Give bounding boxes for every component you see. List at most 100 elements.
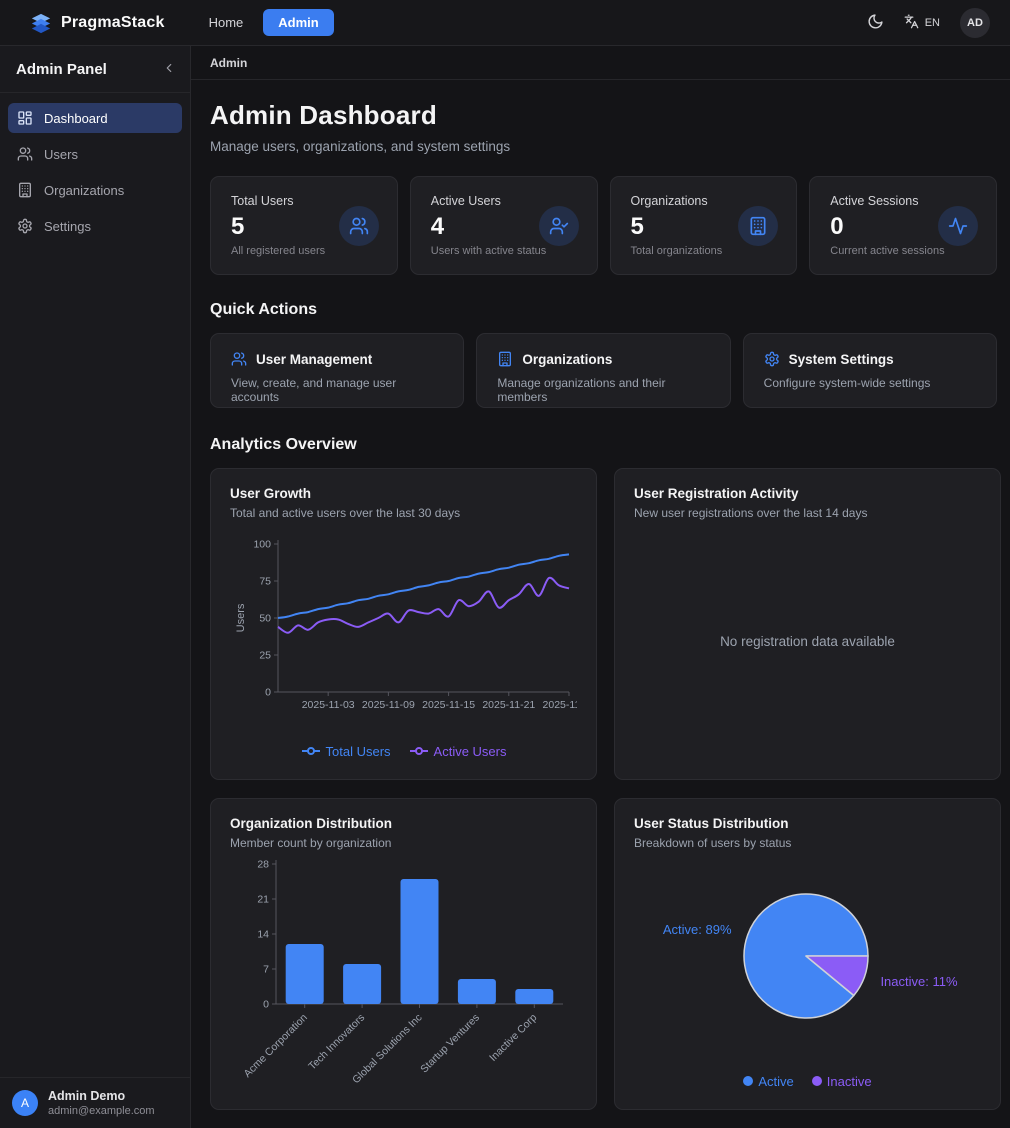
- nav-home-link[interactable]: Home: [208, 15, 244, 30]
- sidebar-nav: Dashboard Users Organizations Settings: [0, 93, 190, 251]
- breadcrumb[interactable]: Admin: [210, 55, 248, 70]
- svg-text:0: 0: [265, 687, 271, 699]
- panel-subtitle: New user registrations over the last 14 …: [634, 506, 868, 520]
- stat-value: 5: [630, 213, 644, 240]
- user-growth-chart: 0 25 50 75 100 Users 2025-11-03 2025-11-09 2025-…: [230, 520, 577, 740]
- stat-label: Total Users: [231, 194, 294, 208]
- language-code: EN: [924, 16, 940, 29]
- panel-subtitle: Member count by organization: [230, 836, 392, 850]
- stat-card-active-sessions: Active Sessions 0 Current active sessions: [809, 176, 997, 275]
- stat-description: All registered users: [231, 245, 326, 257]
- user-status-pie-chart: Active: 89% Inactive: 11%: [634, 850, 981, 1070]
- building-icon: [17, 182, 33, 198]
- sidebar-item-dashboard[interactable]: Dashboard: [8, 103, 182, 133]
- registration-activity-panel: User Registration Activity New user regi…: [614, 468, 1001, 780]
- page-title: Admin Dashboard: [210, 100, 437, 130]
- user-status-legend: Active Inactive: [634, 1070, 981, 1092]
- action-title: System Settings: [788, 351, 894, 367]
- primary-nav: Home Admin: [199, 9, 334, 36]
- svg-text:2025-11-21: 2025-11-21: [482, 699, 535, 711]
- sidebar-collapse-button[interactable]: [162, 61, 176, 78]
- user-name: Admin Demo: [48, 1089, 126, 1103]
- users-icon: [17, 146, 33, 162]
- layout-dashboard-icon: [17, 110, 33, 126]
- navbar-actions: EN AD: [867, 7, 990, 38]
- sidebar-item-label: Settings: [44, 218, 91, 234]
- sidebar-header: Admin Panel: [0, 46, 190, 93]
- stat-description: Total organizations: [630, 245, 723, 257]
- stat-value: 0: [830, 213, 844, 240]
- quick-action-user-management[interactable]: User Management View, create, and manage …: [210, 333, 465, 408]
- svg-text:Active: 89%: Active: 89%: [663, 922, 732, 937]
- stat-card-total-users: Total Users 5 All registered users: [210, 176, 398, 275]
- svg-text:Users: Users: [235, 603, 247, 632]
- svg-text:Inactive Corp: Inactive Corp: [487, 1012, 539, 1064]
- svg-text:2025-11-03: 2025-11-03: [302, 699, 355, 711]
- stat-label: Active Users: [430, 194, 501, 208]
- nav-admin-link[interactable]: Admin: [263, 9, 334, 36]
- legend-item-active-users: Active Users: [409, 744, 507, 759]
- chevron-left-icon: [162, 61, 176, 78]
- page-content: Admin Dashboard Manage users, organizati…: [191, 80, 1010, 1128]
- svg-text:2025-11-15: 2025-11-15: [422, 699, 475, 711]
- moon-icon: [867, 13, 884, 33]
- theme-toggle-button[interactable]: [867, 13, 884, 33]
- sidebar-user[interactable]: A Admin Demo admin@example.com: [0, 1077, 190, 1128]
- stat-description: Users with active status: [430, 245, 547, 257]
- svg-text:Acme Corporation: Acme Corporation: [241, 1012, 309, 1080]
- panel-title: User Registration Activity: [634, 486, 799, 501]
- svg-text:7: 7: [263, 964, 269, 976]
- brand[interactable]: PragmaStack: [30, 12, 165, 34]
- stat-label: Active Sessions: [830, 194, 919, 208]
- user-avatar-small: A: [12, 1090, 38, 1116]
- users-icon: [338, 205, 379, 246]
- svg-text:75: 75: [259, 576, 271, 588]
- action-description: Manage organizations and their members: [497, 376, 666, 404]
- user-avatar[interactable]: AD: [960, 7, 990, 38]
- layers-logo-icon: [30, 12, 52, 34]
- user-status-panel: User Status Distribution Breakdown of us…: [614, 798, 1001, 1110]
- brand-name: PragmaStack: [61, 13, 165, 31]
- stat-card-organizations: Organizations 5 Total organizations: [609, 176, 798, 275]
- top-navbar: PragmaStack Home Admin EN AD: [0, 0, 1010, 46]
- stats-grid: Total Users 5 All registered users Active U…: [210, 176, 997, 275]
- svg-text:21: 21: [257, 894, 269, 906]
- languages-icon: [904, 14, 919, 32]
- quick-actions-heading: Quick Actions: [210, 301, 317, 318]
- svg-text:100: 100: [253, 539, 271, 551]
- main-area: Admin Admin Dashboard Manage users, orga…: [191, 46, 1010, 1128]
- building-icon: [738, 205, 779, 246]
- sidebar-item-settings[interactable]: Settings: [8, 211, 182, 241]
- quick-action-system-settings[interactable]: System Settings Configure system-wide set…: [742, 333, 997, 408]
- users-icon: [231, 351, 247, 367]
- user-growth-panel: User Growth Total and active users over …: [210, 468, 597, 780]
- action-title: Organizations: [522, 351, 613, 367]
- stat-card-active-users: Active Users 4 Users with active status: [409, 176, 598, 275]
- sidebar-item-label: Organizations: [44, 182, 125, 198]
- panel-title: User Growth: [230, 486, 312, 501]
- action-title: User Management: [256, 351, 373, 367]
- svg-text:0: 0: [263, 999, 269, 1011]
- settings-icon: [764, 351, 780, 367]
- sidebar-item-users[interactable]: Users: [8, 139, 182, 169]
- panel-title: User Status Distribution: [634, 816, 789, 831]
- svg-text:25: 25: [259, 650, 271, 662]
- building-icon: [497, 351, 513, 367]
- svg-text:28: 28: [257, 859, 269, 871]
- sidebar-title: Admin Panel: [16, 61, 107, 78]
- panel-subtitle: Total and active users over the last 30 …: [230, 506, 461, 520]
- stat-label: Organizations: [630, 194, 708, 208]
- language-button[interactable]: EN: [904, 14, 940, 32]
- svg-text:14: 14: [257, 929, 269, 941]
- legend-item-active: Active: [743, 1074, 794, 1089]
- user-growth-legend: Total Users Active Users: [230, 740, 577, 762]
- user-check-icon: [538, 205, 579, 246]
- quick-action-organizations[interactable]: Organizations Manage organizations and th…: [476, 333, 731, 408]
- stat-value: 5: [231, 213, 245, 240]
- sidebar: Admin Panel Dashboard Users Organizations S…: [0, 46, 191, 1128]
- legend-item-total-users: Total Users: [301, 744, 391, 759]
- action-description: Configure system-wide settings: [763, 376, 931, 390]
- sidebar-item-organizations[interactable]: Organizations: [8, 175, 182, 205]
- svg-text:2025-11-27: 2025-11-27: [543, 699, 577, 711]
- svg-text:Inactive: 11%: Inactive: 11%: [880, 974, 958, 989]
